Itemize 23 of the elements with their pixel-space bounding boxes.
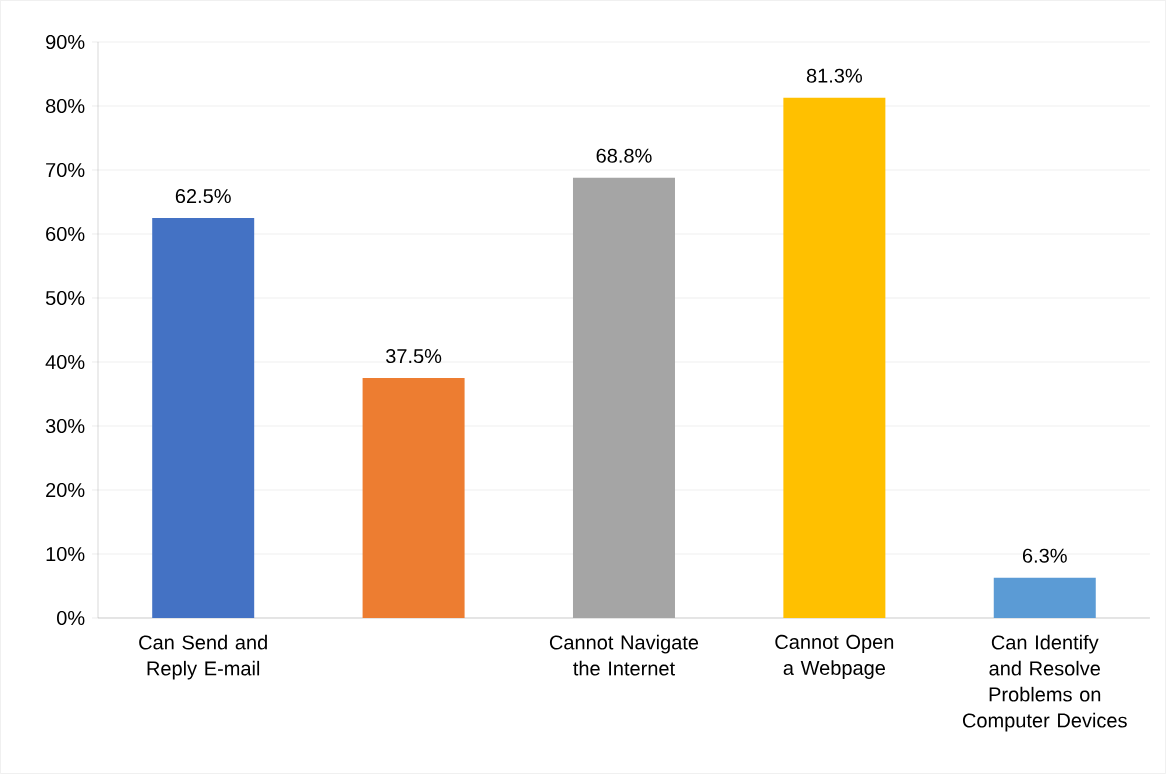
bar xyxy=(362,378,465,618)
y-tick-label: 20% xyxy=(46,482,85,498)
data-label: 68.8% xyxy=(596,148,652,163)
y-tick-label: 70% xyxy=(46,162,85,178)
x-tick-label: Cannot Open a Webpage xyxy=(775,634,894,679)
y-tick-label: 40% xyxy=(45,354,85,370)
data-label: 62.5% xyxy=(175,188,231,204)
y-tick-label: 0% xyxy=(57,610,85,626)
data-label: 81.3% xyxy=(806,68,862,83)
bar xyxy=(152,217,255,618)
y-tick-label: 10% xyxy=(46,546,85,562)
bar xyxy=(993,577,1096,618)
x-tick-label: Can Identify and Resolve Problems on Computer Devices xyxy=(962,634,1127,732)
data-label: 6.3% xyxy=(1022,548,1067,563)
y-tick-label: 90% xyxy=(46,34,85,50)
bar xyxy=(783,97,886,618)
x-tick-label: Cannot Navigate the Internet xyxy=(549,634,699,676)
data-label: 37.5% xyxy=(386,348,442,364)
y-tick-label: 60% xyxy=(46,226,85,242)
x-tick-label: Can Send and Reply E-mail xyxy=(139,634,267,680)
y-tick-label: 80% xyxy=(45,98,85,114)
y-tick-label: 30% xyxy=(45,418,85,434)
y-tick-label: 50% xyxy=(45,290,85,306)
